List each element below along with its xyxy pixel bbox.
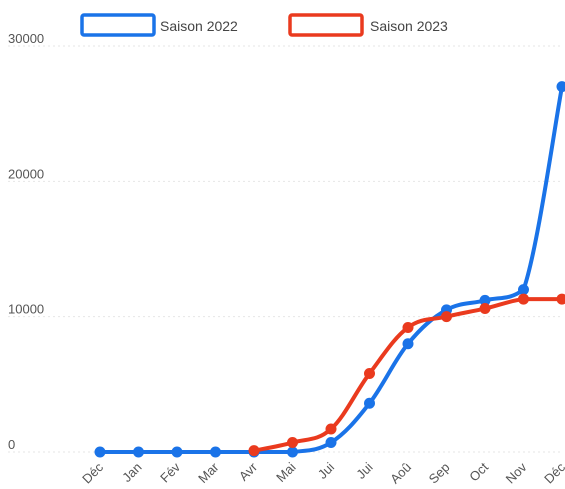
- data-point[interactable]: [171, 446, 183, 458]
- legend-label: Saison 2023: [370, 18, 448, 34]
- data-point[interactable]: [287, 437, 298, 449]
- x-tick-label: Jui: [315, 459, 337, 481]
- data-point[interactable]: [248, 445, 260, 457]
- data-point[interactable]: [210, 446, 221, 458]
- data-point[interactable]: [325, 437, 337, 449]
- legend[interactable]: Saison 2022 Saison 2023: [80, 13, 448, 37]
- x-tick-label: Déc: [541, 459, 565, 486]
- data-point[interactable]: [441, 311, 452, 323]
- legend-item[interactable]: Saison 2022: [80, 13, 238, 37]
- legend-item[interactable]: Saison 2023: [288, 13, 448, 37]
- data-point[interactable]: [364, 397, 375, 409]
- data-point[interactable]: [364, 368, 375, 380]
- data-point[interactable]: [133, 446, 144, 458]
- data-point[interactable]: [518, 293, 529, 305]
- x-tick-label: Jan: [119, 460, 144, 485]
- data-point[interactable]: [556, 81, 565, 93]
- data-point[interactable]: [556, 293, 565, 305]
- data-point[interactable]: [479, 303, 491, 315]
- y-tick-label: 30000: [8, 31, 44, 46]
- y-tick-label: 0: [8, 437, 15, 452]
- legend-label: Saison 2022: [160, 18, 238, 34]
- legend-swatch: [80, 13, 156, 37]
- x-tick-label: Oct: [466, 459, 491, 484]
- x-tick-label: Nov: [503, 459, 530, 486]
- data-point[interactable]: [94, 446, 106, 458]
- data-point[interactable]: [325, 423, 337, 435]
- y-tick-label: 10000: [8, 302, 44, 317]
- data-point[interactable]: [479, 294, 491, 306]
- x-tick-label: Avr: [236, 459, 261, 484]
- grid-layer: [8, 45, 562, 453]
- series-2: [248, 293, 565, 457]
- data-point[interactable]: [518, 284, 529, 296]
- x-tick-label: Aoû: [387, 460, 414, 487]
- x-tick-label: Mai: [273, 459, 298, 484]
- data-point[interactable]: [287, 446, 298, 458]
- x-tick-label: Sep: [426, 460, 453, 487]
- x-tick-label: Mar: [195, 459, 222, 486]
- series-line: [252, 297, 564, 453]
- series-layer: [94, 81, 565, 458]
- y-axis: 0 10000 20000 30000: [8, 31, 44, 452]
- data-point[interactable]: [402, 338, 414, 350]
- series-line: [98, 84, 564, 454]
- x-axis: Déc Jan Fév Mar Avr Mai Jui Jui Aoû Sep Oct Nov Déc: [79, 459, 565, 486]
- x-tick-label: Jui: [353, 459, 375, 481]
- legend-swatch: [288, 13, 364, 37]
- series-1: [94, 81, 565, 458]
- data-point[interactable]: [402, 321, 414, 333]
- x-tick-label: Déc: [79, 459, 106, 486]
- x-tick-label: Fév: [157, 459, 183, 485]
- y-tick-label: 20000: [8, 166, 44, 181]
